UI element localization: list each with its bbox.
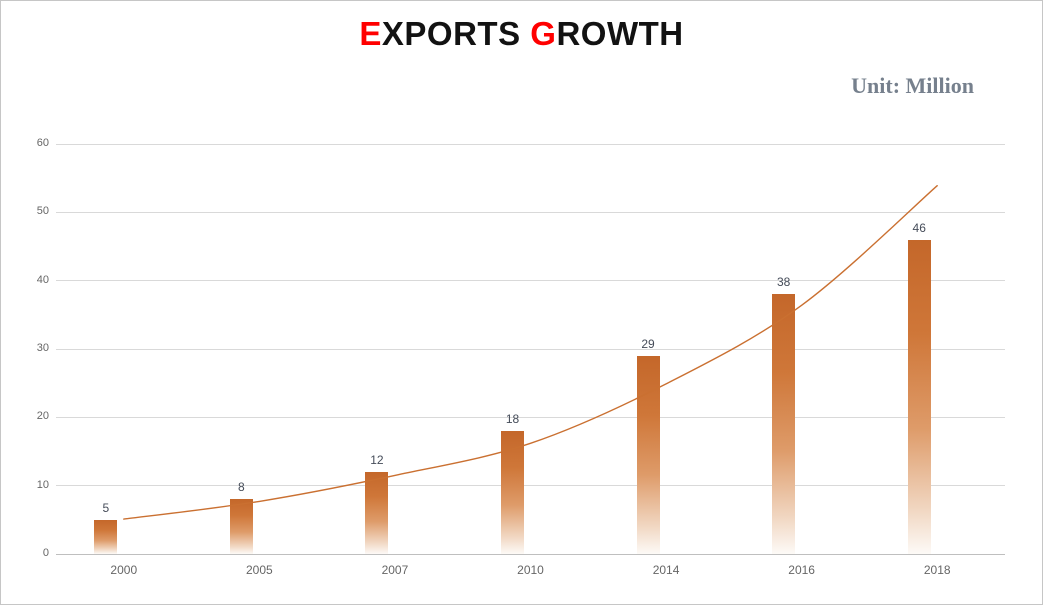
y-axis-tick-50: 50	[36, 205, 49, 218]
y-axis-tick-40: 40	[36, 273, 49, 286]
y-axis-tick-60: 60	[36, 137, 49, 149]
chart-title: EXPORTS GROWTH	[1, 15, 1042, 53]
gridline-y10	[56, 485, 1005, 487]
y-axis-tick-0: 0	[42, 547, 49, 559]
data-label-2007: 12	[370, 453, 384, 467]
data-label-2018: 46	[912, 220, 926, 235]
bar-2010	[501, 431, 524, 554]
title-text-rowth: ROWTH	[556, 15, 684, 52]
y-axis-tick-20: 20	[36, 410, 49, 423]
x-axis-tick-2010: 2010	[517, 563, 544, 577]
gridline-y30	[56, 348, 1005, 350]
bar-2000	[94, 519, 118, 554]
bar-2005	[229, 499, 253, 554]
title-accent-e: E	[359, 15, 382, 52]
x-axis-tick-2005: 2005	[245, 563, 273, 577]
bar-2016	[772, 294, 796, 554]
y-axis-tick-30: 30	[36, 342, 49, 354]
bar-2007	[365, 472, 389, 554]
x-axis-tick-2000: 2000	[110, 563, 138, 577]
y-axis-tick-10: 10	[36, 478, 49, 491]
trend-line	[123, 185, 938, 520]
x-axis-tick-2014: 2014	[652, 563, 680, 577]
bar-2018	[907, 239, 931, 554]
data-label-2000: 5	[102, 500, 110, 515]
title-text-xports: XPORTS	[381, 15, 521, 52]
x-axis-line	[56, 553, 1005, 555]
gridline-y40	[56, 280, 1005, 282]
x-axis-tick-2007: 2007	[381, 563, 409, 577]
data-label-2010: 18	[505, 412, 520, 426]
x-axis-tick-2016: 2016	[788, 563, 815, 577]
title-accent-g: G	[530, 15, 557, 52]
bar-2014	[636, 355, 660, 554]
data-label-2014: 29	[641, 336, 655, 351]
x-axis-tick-2018: 2018	[923, 563, 951, 577]
gridline-y60	[56, 143, 1005, 145]
unit-label: Unit: Million	[851, 73, 974, 98]
data-label-2005: 8	[238, 480, 245, 495]
data-label-2016: 38	[776, 275, 791, 290]
gridline-y50	[56, 211, 1005, 213]
